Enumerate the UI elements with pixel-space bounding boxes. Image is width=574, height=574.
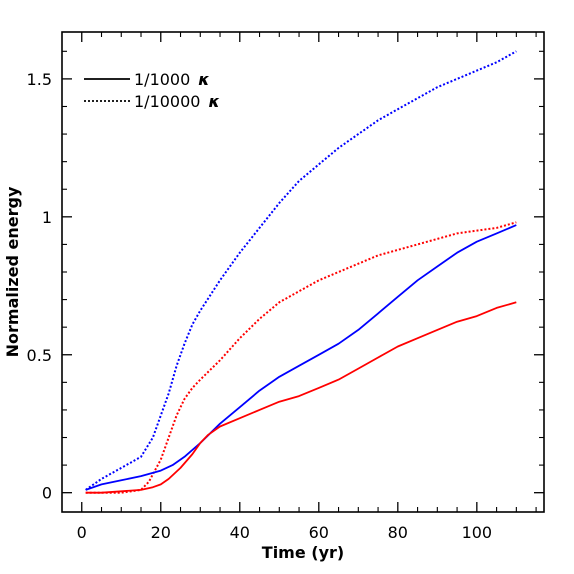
series-line-3 [85, 224, 517, 491]
series-line-1 [85, 50, 517, 491]
y-tick-label: 0.5 [27, 346, 52, 365]
legend-label-1: 1/1000 κ [134, 70, 210, 89]
x-tick-label: 80 [388, 523, 408, 542]
x-tick-label: 40 [230, 523, 250, 542]
y-tick-label: 0 [42, 484, 52, 503]
y-tick-label: 1.5 [27, 70, 52, 89]
tick-layer: 0 20 40 60 80 100 0 0.5 1 1.5 [27, 32, 544, 542]
series-line-4 [85, 301, 517, 494]
kappa-symbol: κ [208, 92, 219, 111]
x-tick-label: 100 [462, 523, 493, 542]
legend-label-2: 1/10000 κ [134, 92, 220, 111]
y-axis-title: Normalized energy [3, 186, 22, 357]
y-tick-label: 1 [42, 208, 52, 227]
x-axis-title: Time (yr) [262, 543, 344, 562]
legend: 1/1000 κ 1/10000 κ [84, 70, 220, 111]
legend-label-text: 1/1000 [134, 70, 190, 89]
x-tick-label: 60 [309, 523, 329, 542]
series-line-2 [85, 221, 517, 494]
kappa-symbol: κ [198, 70, 209, 89]
legend-label-text: 1/10000 [134, 92, 200, 111]
x-tick-label: 0 [77, 523, 87, 542]
x-tick-label: 20 [151, 523, 171, 542]
series-layer [85, 50, 517, 494]
